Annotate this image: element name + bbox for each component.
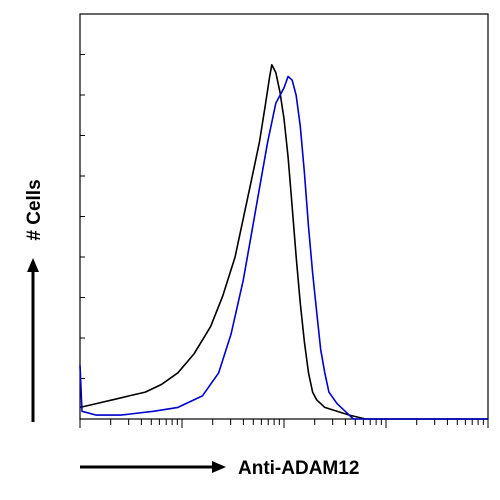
x-axis-label: Anti-ADAM12 <box>238 458 359 479</box>
series-layer <box>79 64 488 420</box>
y-axis-ticks <box>80 54 85 379</box>
series-line-0 <box>79 64 488 420</box>
y-axis-arrowhead <box>27 258 39 272</box>
series-line-1 <box>79 75 488 420</box>
x-axis-arrowhead <box>212 461 226 473</box>
y-axis-label: # Cells <box>24 179 45 240</box>
plot-frame <box>79 13 489 420</box>
x-axis-ticks <box>79 419 489 428</box>
